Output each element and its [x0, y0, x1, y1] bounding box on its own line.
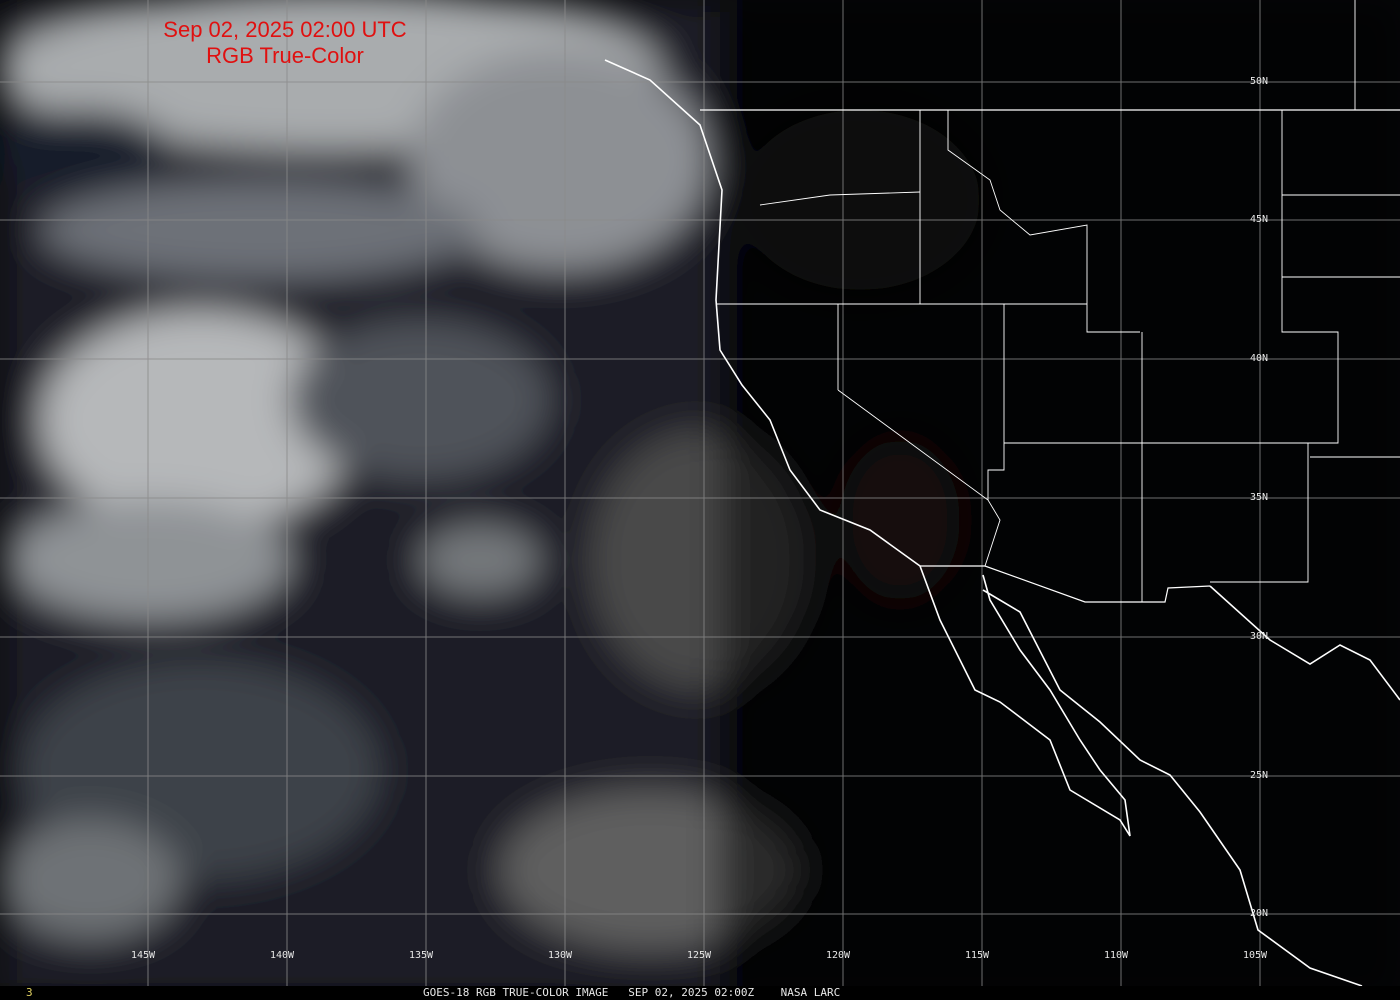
- latitude-label: 20N: [1250, 908, 1269, 919]
- timestamp-title: Sep 02, 2025 02:00 UTC: [163, 17, 407, 42]
- latitude-label: 30N: [1250, 631, 1269, 642]
- footer-bar: 3 GOES-18 RGB TRUE-COLOR IMAGE SEP 02, 2…: [0, 986, 1400, 1000]
- longitude-label: 135W: [409, 950, 434, 961]
- mexico-coastline: [982, 589, 1363, 987]
- coastlines-borders: [604, 0, 1400, 987]
- mexico-coastline-north: [1209, 585, 1400, 701]
- latitude-label: 50N: [1250, 76, 1269, 87]
- product-title: RGB True-Color: [206, 43, 364, 68]
- longitude-label: 125W: [687, 950, 712, 961]
- frame-number: 3: [26, 986, 33, 999]
- longitude-label: 105W: [1243, 950, 1268, 961]
- state-borders: [716, 0, 1400, 602]
- us-mexico-border: [920, 565, 1211, 603]
- longitude-label: 130W: [548, 950, 573, 961]
- latitude-label: 45N: [1250, 214, 1269, 225]
- longitude-label: 110W: [1104, 950, 1129, 961]
- longitude-label: 115W: [965, 950, 990, 961]
- image-title: Sep 02, 2025 02:00 UTC RGB True-Color: [140, 17, 430, 69]
- longitude-label: 120W: [826, 950, 851, 961]
- latitude-label: 25N: [1250, 770, 1269, 781]
- latitude-label: 40N: [1250, 353, 1269, 364]
- footer-caption: GOES-18 RGB TRUE-COLOR IMAGE SEP 02, 202…: [423, 986, 841, 999]
- pacific-coastline: [604, 59, 1131, 837]
- latitude-label: 35N: [1250, 492, 1269, 503]
- longitude-label: 140W: [270, 950, 295, 961]
- longitude-label: 145W: [131, 950, 156, 961]
